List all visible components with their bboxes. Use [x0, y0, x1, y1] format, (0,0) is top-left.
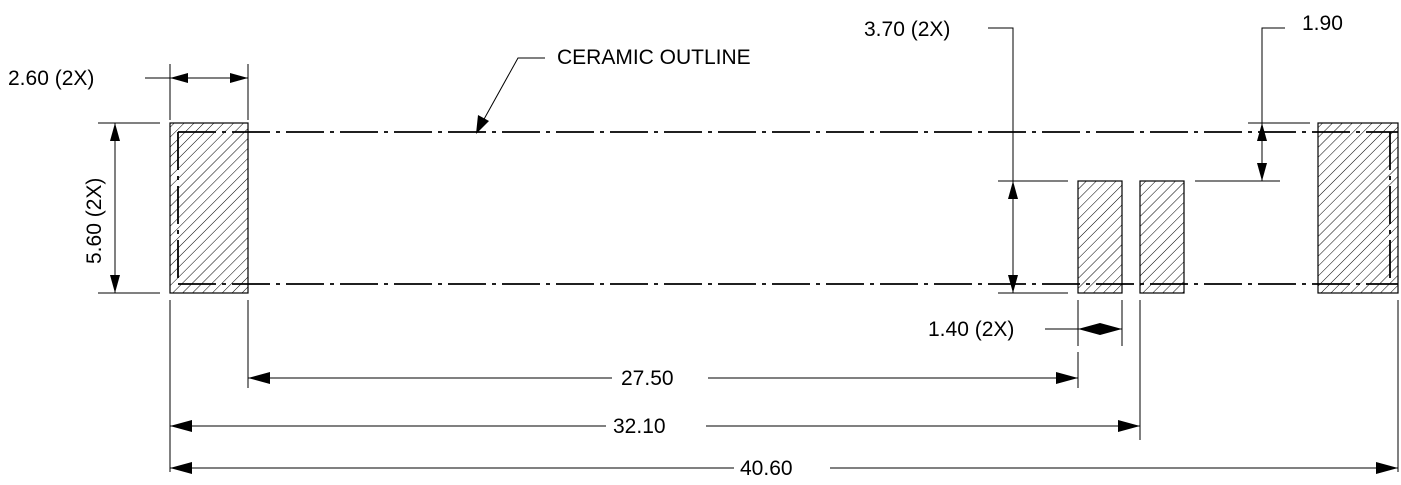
extension-lines [169, 300, 1399, 472]
span-inner-label: 27.50 [621, 367, 674, 390]
span-middle-dimension [170, 420, 1140, 432]
ceramic-outline [177, 131, 1398, 285]
inner-pad-height-dimension [988, 27, 1068, 294]
inner-pad-height-label: 3.70 (2X) [864, 18, 950, 41]
pad-height-label: 5.60 (2X) [83, 178, 106, 264]
pad-left [169, 122, 249, 294]
offset-label: 1.90 [1302, 12, 1343, 35]
pad-width-label: 2.60 (2X) [8, 67, 94, 90]
span-overall-label: 40.60 [740, 457, 793, 480]
ceramic-outline-label: CERAMIC OUTLINE [557, 46, 751, 69]
ceramic-outline-leader [476, 57, 545, 134]
pad-width-dimension [145, 64, 249, 120]
pad-inner-1 [1077, 180, 1123, 294]
pad-inner-2 [1139, 180, 1185, 294]
pad-right [1317, 122, 1399, 294]
inner-pad-width-label: 1.40 (2X) [928, 318, 1014, 341]
pad-height-dimension [98, 122, 160, 294]
span-inner-dimension [248, 372, 1078, 384]
inner-pad-width-dimension [1045, 300, 1123, 346]
offset-dimension [1195, 27, 1310, 182]
span-middle-label: 32.10 [613, 415, 666, 438]
span-overall-dimension [170, 462, 1398, 474]
